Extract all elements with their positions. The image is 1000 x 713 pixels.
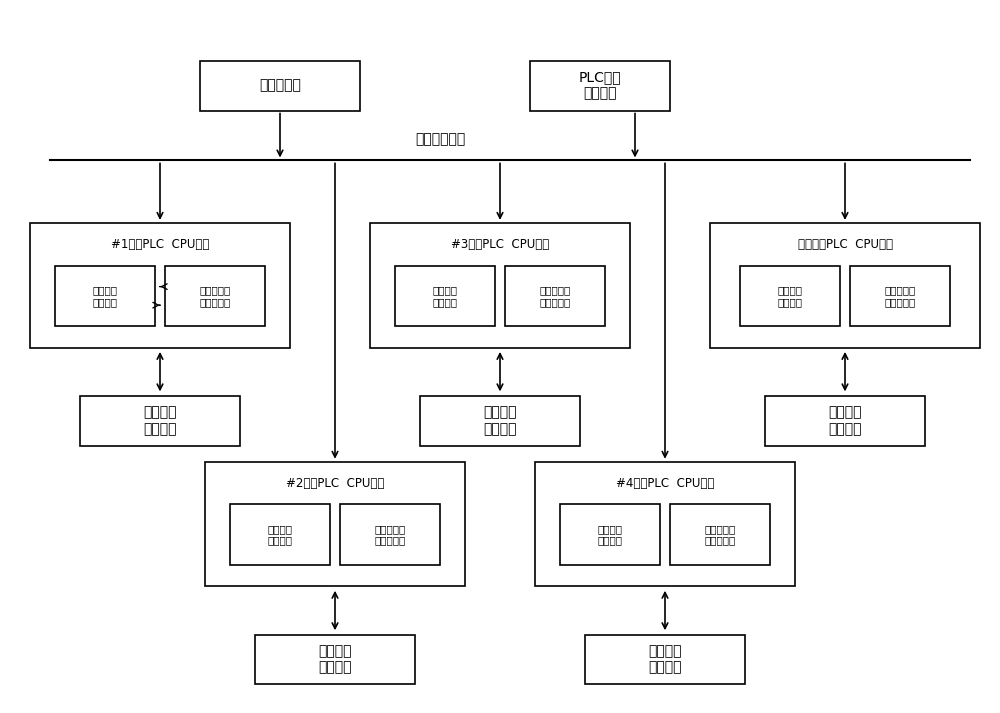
Bar	[850, 266, 950, 327]
Text: 机组公用PLC  CPU模块: 机组公用PLC CPU模块	[798, 238, 893, 252]
Bar	[505, 266, 605, 327]
Text: 现场显示
控制终端: 现场显示 控制终端	[143, 406, 177, 436]
Bar	[395, 266, 495, 327]
Text: 待测控制
程序模块: 待测控制 程序模块	[598, 524, 622, 545]
Bar	[420, 396, 580, 446]
Text: 设备响应仿
真程序模块: 设备响应仿 真程序模块	[884, 285, 916, 307]
Bar	[30, 222, 290, 348]
Text: 工业以太网络: 工业以太网络	[415, 132, 465, 146]
Bar	[80, 396, 240, 446]
Bar	[740, 266, 840, 327]
Bar	[535, 462, 795, 586]
Bar	[205, 462, 465, 586]
Bar	[560, 505, 660, 565]
Text: 现场显示
控制终端: 现场显示 控制终端	[648, 645, 682, 674]
Bar	[370, 222, 630, 348]
Bar	[230, 505, 330, 565]
Text: 现场显示
控制终端: 现场显示 控制终端	[828, 406, 862, 436]
Text: 设备响应仿
真程序模块: 设备响应仿 真程序模块	[704, 524, 736, 545]
Bar	[765, 396, 925, 446]
Text: 设备响应仿
真程序模块: 设备响应仿 真程序模块	[199, 285, 231, 307]
Text: 设备响应仿
真程序模块: 设备响应仿 真程序模块	[539, 285, 571, 307]
Text: PLC编程
终端设备: PLC编程 终端设备	[579, 71, 621, 101]
Bar	[670, 505, 770, 565]
Text: 现场显示
控制终端: 现场显示 控制终端	[483, 406, 517, 436]
Text: 监控计算机: 监控计算机	[259, 78, 301, 93]
Text: #2机组PLC  CPU模块: #2机组PLC CPU模块	[286, 478, 384, 491]
Text: 待测控制
程序模块: 待测控制 程序模块	[268, 524, 292, 545]
Bar	[710, 222, 980, 348]
Text: #1机组PLC  CPU模块: #1机组PLC CPU模块	[111, 238, 209, 252]
Text: 待测控制
程序模块: 待测控制 程序模块	[432, 285, 458, 307]
Bar	[55, 266, 155, 327]
Text: 设备响应仿
真程序模块: 设备响应仿 真程序模块	[374, 524, 406, 545]
Bar	[585, 635, 745, 684]
Text: 待测控制
程序模块: 待测控制 程序模块	[777, 285, 802, 307]
Bar	[530, 61, 670, 111]
Text: 待测控制
程序模块: 待测控制 程序模块	[93, 285, 118, 307]
Text: 现场显示
控制终端: 现场显示 控制终端	[318, 645, 352, 674]
Bar	[200, 61, 360, 111]
Bar	[255, 635, 415, 684]
Bar	[340, 505, 440, 565]
Bar	[165, 266, 265, 327]
Text: #4机组PLC  CPU模块: #4机组PLC CPU模块	[616, 478, 714, 491]
Text: #3机组PLC  CPU模块: #3机组PLC CPU模块	[451, 238, 549, 252]
